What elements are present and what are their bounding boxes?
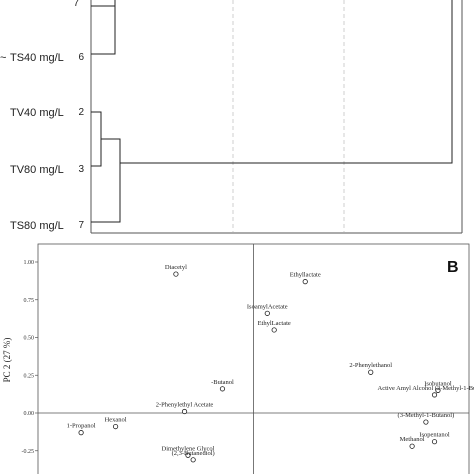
leaf-label: TS40 mg/L xyxy=(10,52,64,64)
dendrogram-branch xyxy=(120,0,453,164)
pca-points: Diacetyl Ethyllactate IsoamylAcetate EthylL… xyxy=(67,264,474,463)
y-tick-label: 0.00 xyxy=(24,411,35,417)
dendrogram-branch xyxy=(91,138,121,223)
dendrogram-panel: 7 ~ TS40 mg/L 6 TV40 mg/L 2 TV80 mg/L 3 … xyxy=(0,0,463,234)
leaf-label: TS80 mg/L xyxy=(10,220,64,232)
panel-letter: B xyxy=(447,259,459,276)
point-label: 2-Phenylethyl Acetate xyxy=(156,401,214,408)
y-tick-label: 1.00 xyxy=(24,260,35,266)
scatter-point xyxy=(112,423,119,430)
dendrogram-branch xyxy=(91,111,102,167)
scatter-point xyxy=(190,457,196,463)
leaf-index: 7 xyxy=(78,220,84,231)
point-label: Dimethylene Glycol xyxy=(162,445,215,452)
point-label: 1-Propanol xyxy=(67,423,96,430)
leaf-index: 2 xyxy=(78,107,84,118)
y-tick-label: -0.25 xyxy=(22,449,35,455)
leaf-index: 6 xyxy=(78,52,84,63)
scatter-point xyxy=(409,443,415,449)
scatter-point xyxy=(185,452,191,458)
scatter-point xyxy=(173,271,179,277)
scatter-point xyxy=(271,327,277,333)
scatter-point xyxy=(423,419,429,425)
point-label: 2-Phenylethanol xyxy=(349,362,392,369)
leaf-label: TV40 mg/L xyxy=(10,107,64,119)
y-axis-ticks: 1.00 0.75 0.50 0.25 0.00 -0.25 xyxy=(22,260,38,455)
point-label: Isopentanol xyxy=(419,432,450,439)
scatter-point xyxy=(264,310,270,316)
scatter-point xyxy=(431,439,438,445)
point-label: -Butanol xyxy=(211,379,234,386)
point-label: Ethyllactate xyxy=(290,272,321,279)
point-label: Diacetyl xyxy=(165,264,187,271)
y-tick-label: 0.50 xyxy=(24,336,35,342)
leaf-index: 3 xyxy=(78,164,84,175)
scatter-point xyxy=(219,386,226,392)
scatter-point xyxy=(435,387,441,393)
scatter-point xyxy=(78,430,84,436)
point-label: Isobutanol xyxy=(424,380,452,387)
cut-leaf-index: 7 xyxy=(73,0,79,9)
point-label: Methanol xyxy=(400,436,425,443)
point-label: IsoamylAcetate xyxy=(247,303,288,310)
scatter-point xyxy=(431,392,438,398)
dendrogram-branch xyxy=(91,5,116,55)
scatter-point xyxy=(302,279,308,285)
scatter-point xyxy=(368,369,374,375)
point-label: (2,3-Butanediol) xyxy=(172,450,215,457)
point-label: Active Amyl Alcohol (2-Methyl-1-Butanol) xyxy=(378,385,474,392)
leaf-prefix: ~ xyxy=(0,52,6,64)
leaf-label: TV80 mg/L xyxy=(10,164,64,176)
y-axis-title: PC 2 (27 %) xyxy=(2,338,12,383)
point-label: EthylLactate xyxy=(258,320,291,327)
point-label: Hexanol xyxy=(105,417,127,424)
point-label: (3-Methyl-1-Butanol) xyxy=(398,412,455,419)
y-tick-label: 0.25 xyxy=(24,373,35,379)
y-tick-label: 0.75 xyxy=(24,298,35,304)
scatter-point xyxy=(181,408,188,415)
dendrogram-branches xyxy=(91,0,453,223)
pca-panel: B PC 2 (27 %) 1.000.750.500.250.00-0.25 … xyxy=(2,243,474,474)
